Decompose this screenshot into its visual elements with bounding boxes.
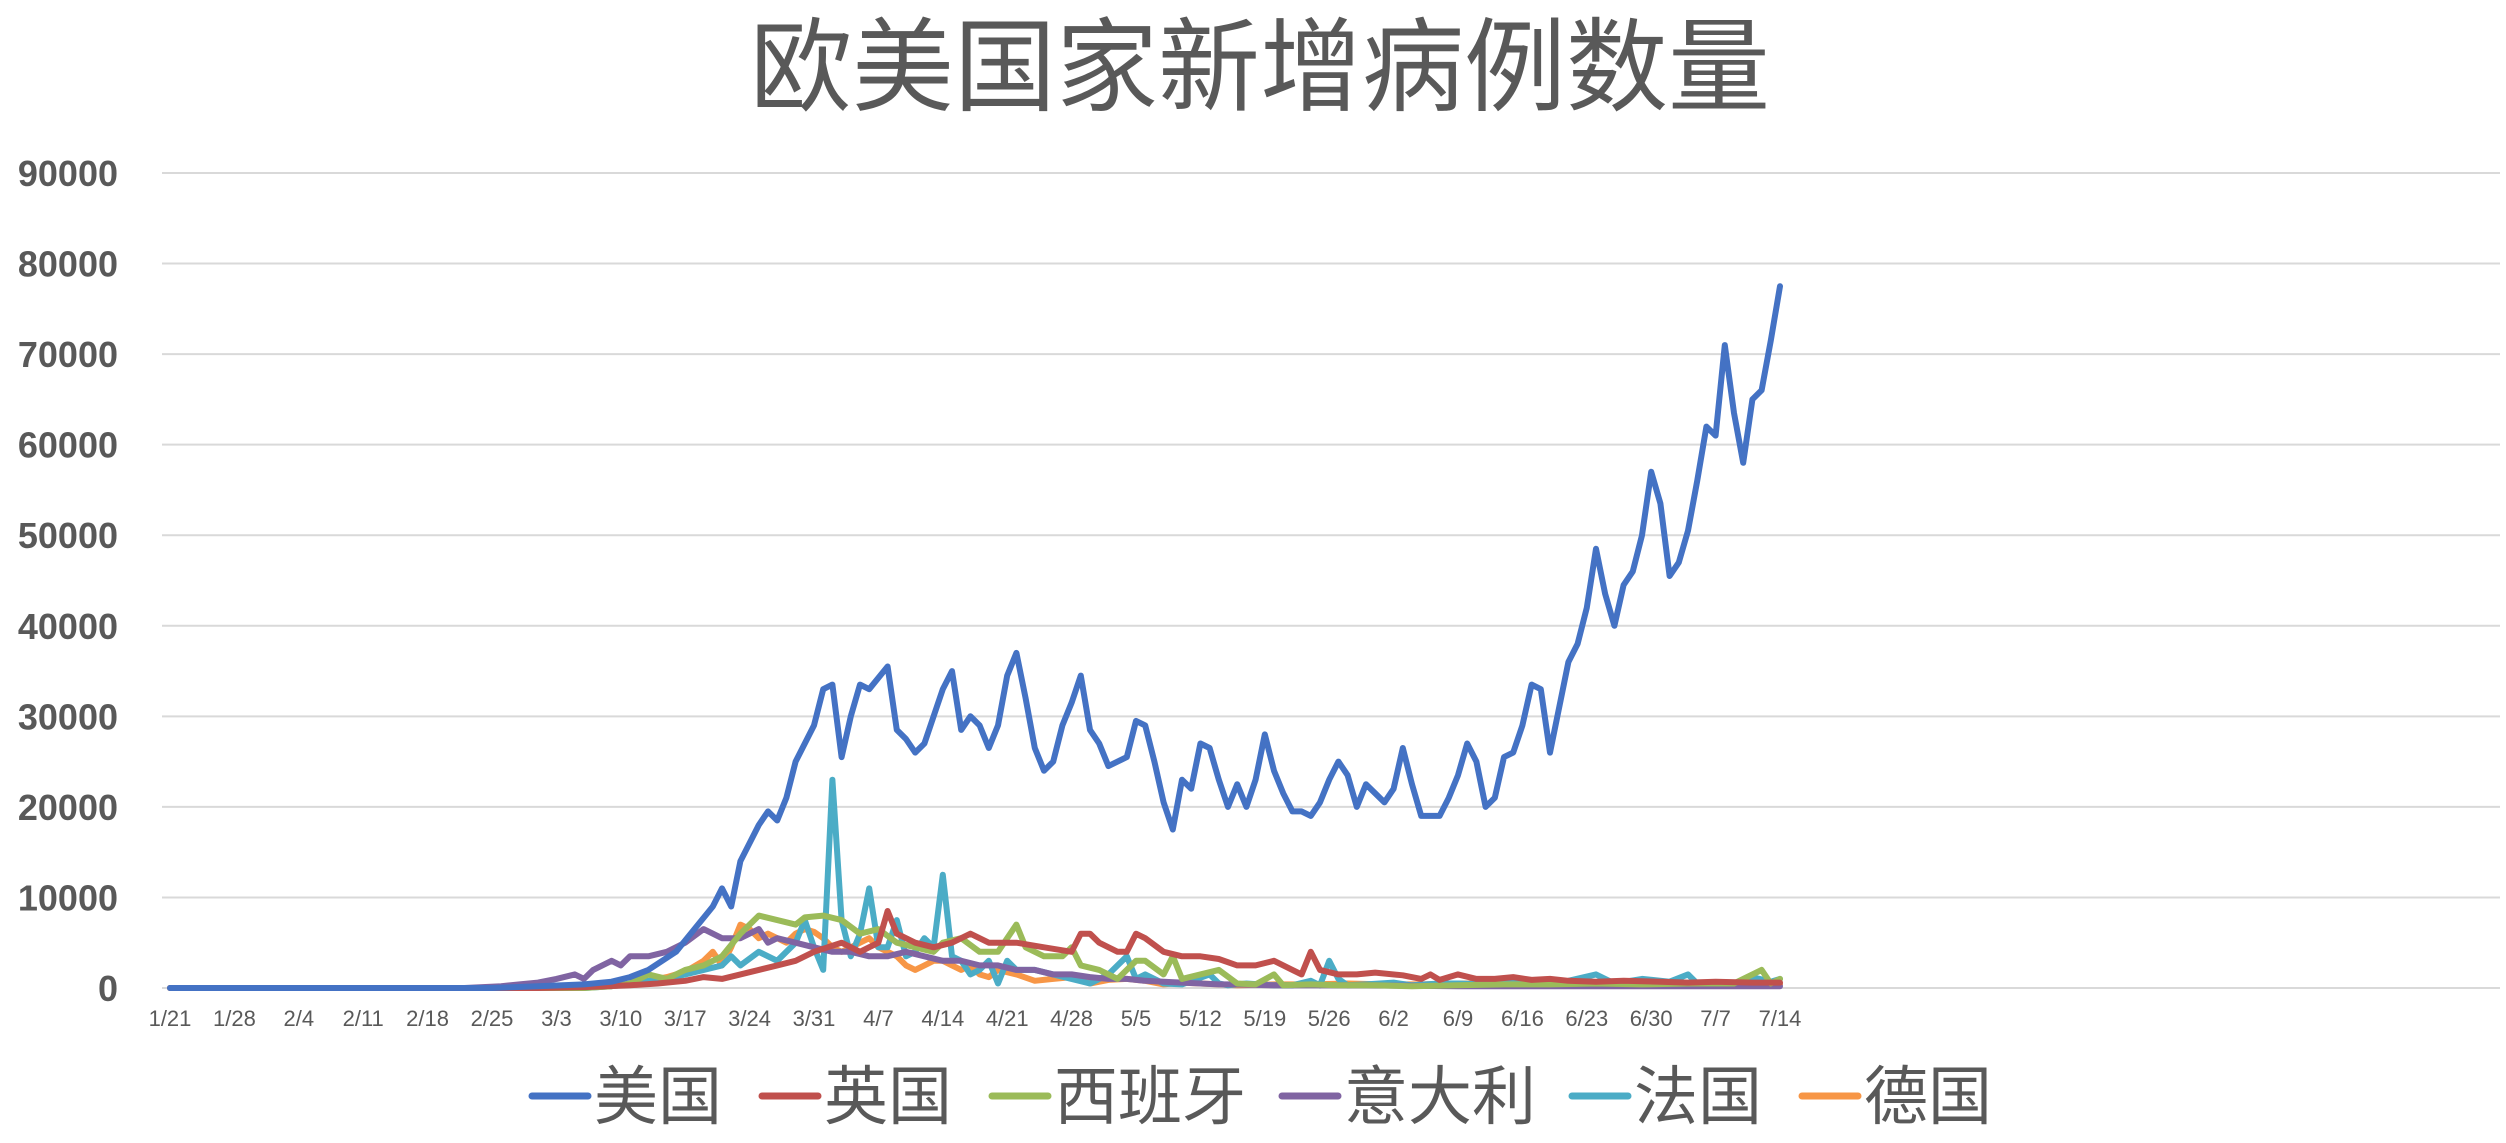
- x-tick-label: 4/21: [986, 1006, 1029, 1031]
- x-tick-label: 6/2: [1378, 1006, 1409, 1031]
- x-axis-ticks: 1/21 1/28 2/4 2/11 2/18 2/25 3/3 3/10 3/17 3/24 3/…: [149, 1006, 1802, 1031]
- x-tick-label: 1/28: [213, 1006, 256, 1031]
- legend: 美国 英国 西班牙 意大利 法国 德国: [528, 1061, 1992, 1135]
- y-axis-ticks: 0 10000 20000 30000 40000 50000 60000 70000 8000…: [18, 153, 118, 1009]
- x-tick-label: 4/7: [863, 1006, 894, 1031]
- x-tick-label: 2/18: [406, 1006, 449, 1031]
- chart-title: 欧美国家新增病例数量: [750, 9, 1770, 128]
- y-tick-label: 10000: [18, 877, 118, 918]
- x-tick-label: 7/7: [1700, 1006, 1731, 1031]
- legend-label: 美国: [594, 1061, 722, 1135]
- x-tick-label: 4/28: [1050, 1006, 1093, 1031]
- y-tick-label: 50000: [18, 515, 118, 556]
- y-tick-label: 30000: [18, 696, 118, 737]
- x-tick-label: 5/5: [1121, 1006, 1152, 1031]
- y-tick-label: 70000: [18, 334, 118, 375]
- legend-label: 英国: [824, 1061, 952, 1135]
- legend-label: 西班牙: [1054, 1061, 1246, 1135]
- x-tick-label: 4/14: [921, 1006, 964, 1031]
- x-tick-label: 5/26: [1308, 1006, 1351, 1031]
- y-tick-label: 0: [98, 968, 118, 1009]
- x-tick-label: 3/3: [541, 1006, 572, 1031]
- y-tick-label: 20000: [18, 787, 118, 828]
- legend-label: 意大利: [1344, 1061, 1536, 1135]
- x-tick-label: 3/24: [728, 1006, 771, 1031]
- y-tick-label: 60000: [18, 425, 118, 466]
- legend-label: 法国: [1634, 1061, 1762, 1135]
- gridlines: [162, 172, 2500, 989]
- series-lines: [167, 283, 1783, 991]
- x-tick-label: 6/23: [1565, 1006, 1608, 1031]
- x-tick-label: 2/25: [471, 1006, 514, 1031]
- x-tick-label: 3/10: [599, 1006, 642, 1031]
- series-line-法国: [167, 776, 1783, 991]
- series-line-美国: [167, 283, 1783, 991]
- x-tick-label: 5/12: [1179, 1006, 1222, 1031]
- y-tick-label: 80000: [18, 244, 118, 285]
- x-tick-label: 1/21: [149, 1006, 192, 1031]
- series-line-英国: [167, 908, 1783, 991]
- x-tick-label: 6/9: [1443, 1006, 1474, 1031]
- x-tick-label: 2/4: [284, 1006, 315, 1031]
- x-tick-label: 3/31: [793, 1006, 836, 1031]
- y-tick-label: 40000: [18, 606, 118, 647]
- x-tick-label: 6/16: [1501, 1006, 1544, 1031]
- x-tick-label: 6/30: [1630, 1006, 1673, 1031]
- legend-label: 德国: [1864, 1061, 1992, 1135]
- x-tick-label: 2/11: [343, 1006, 384, 1031]
- x-tick-label: 7/14: [1759, 1006, 1802, 1031]
- x-tick-label: 3/17: [664, 1006, 707, 1031]
- x-tick-label: 5/19: [1243, 1006, 1286, 1031]
- y-tick-label: 90000: [18, 153, 118, 194]
- series-line-意大利: [167, 926, 1783, 991]
